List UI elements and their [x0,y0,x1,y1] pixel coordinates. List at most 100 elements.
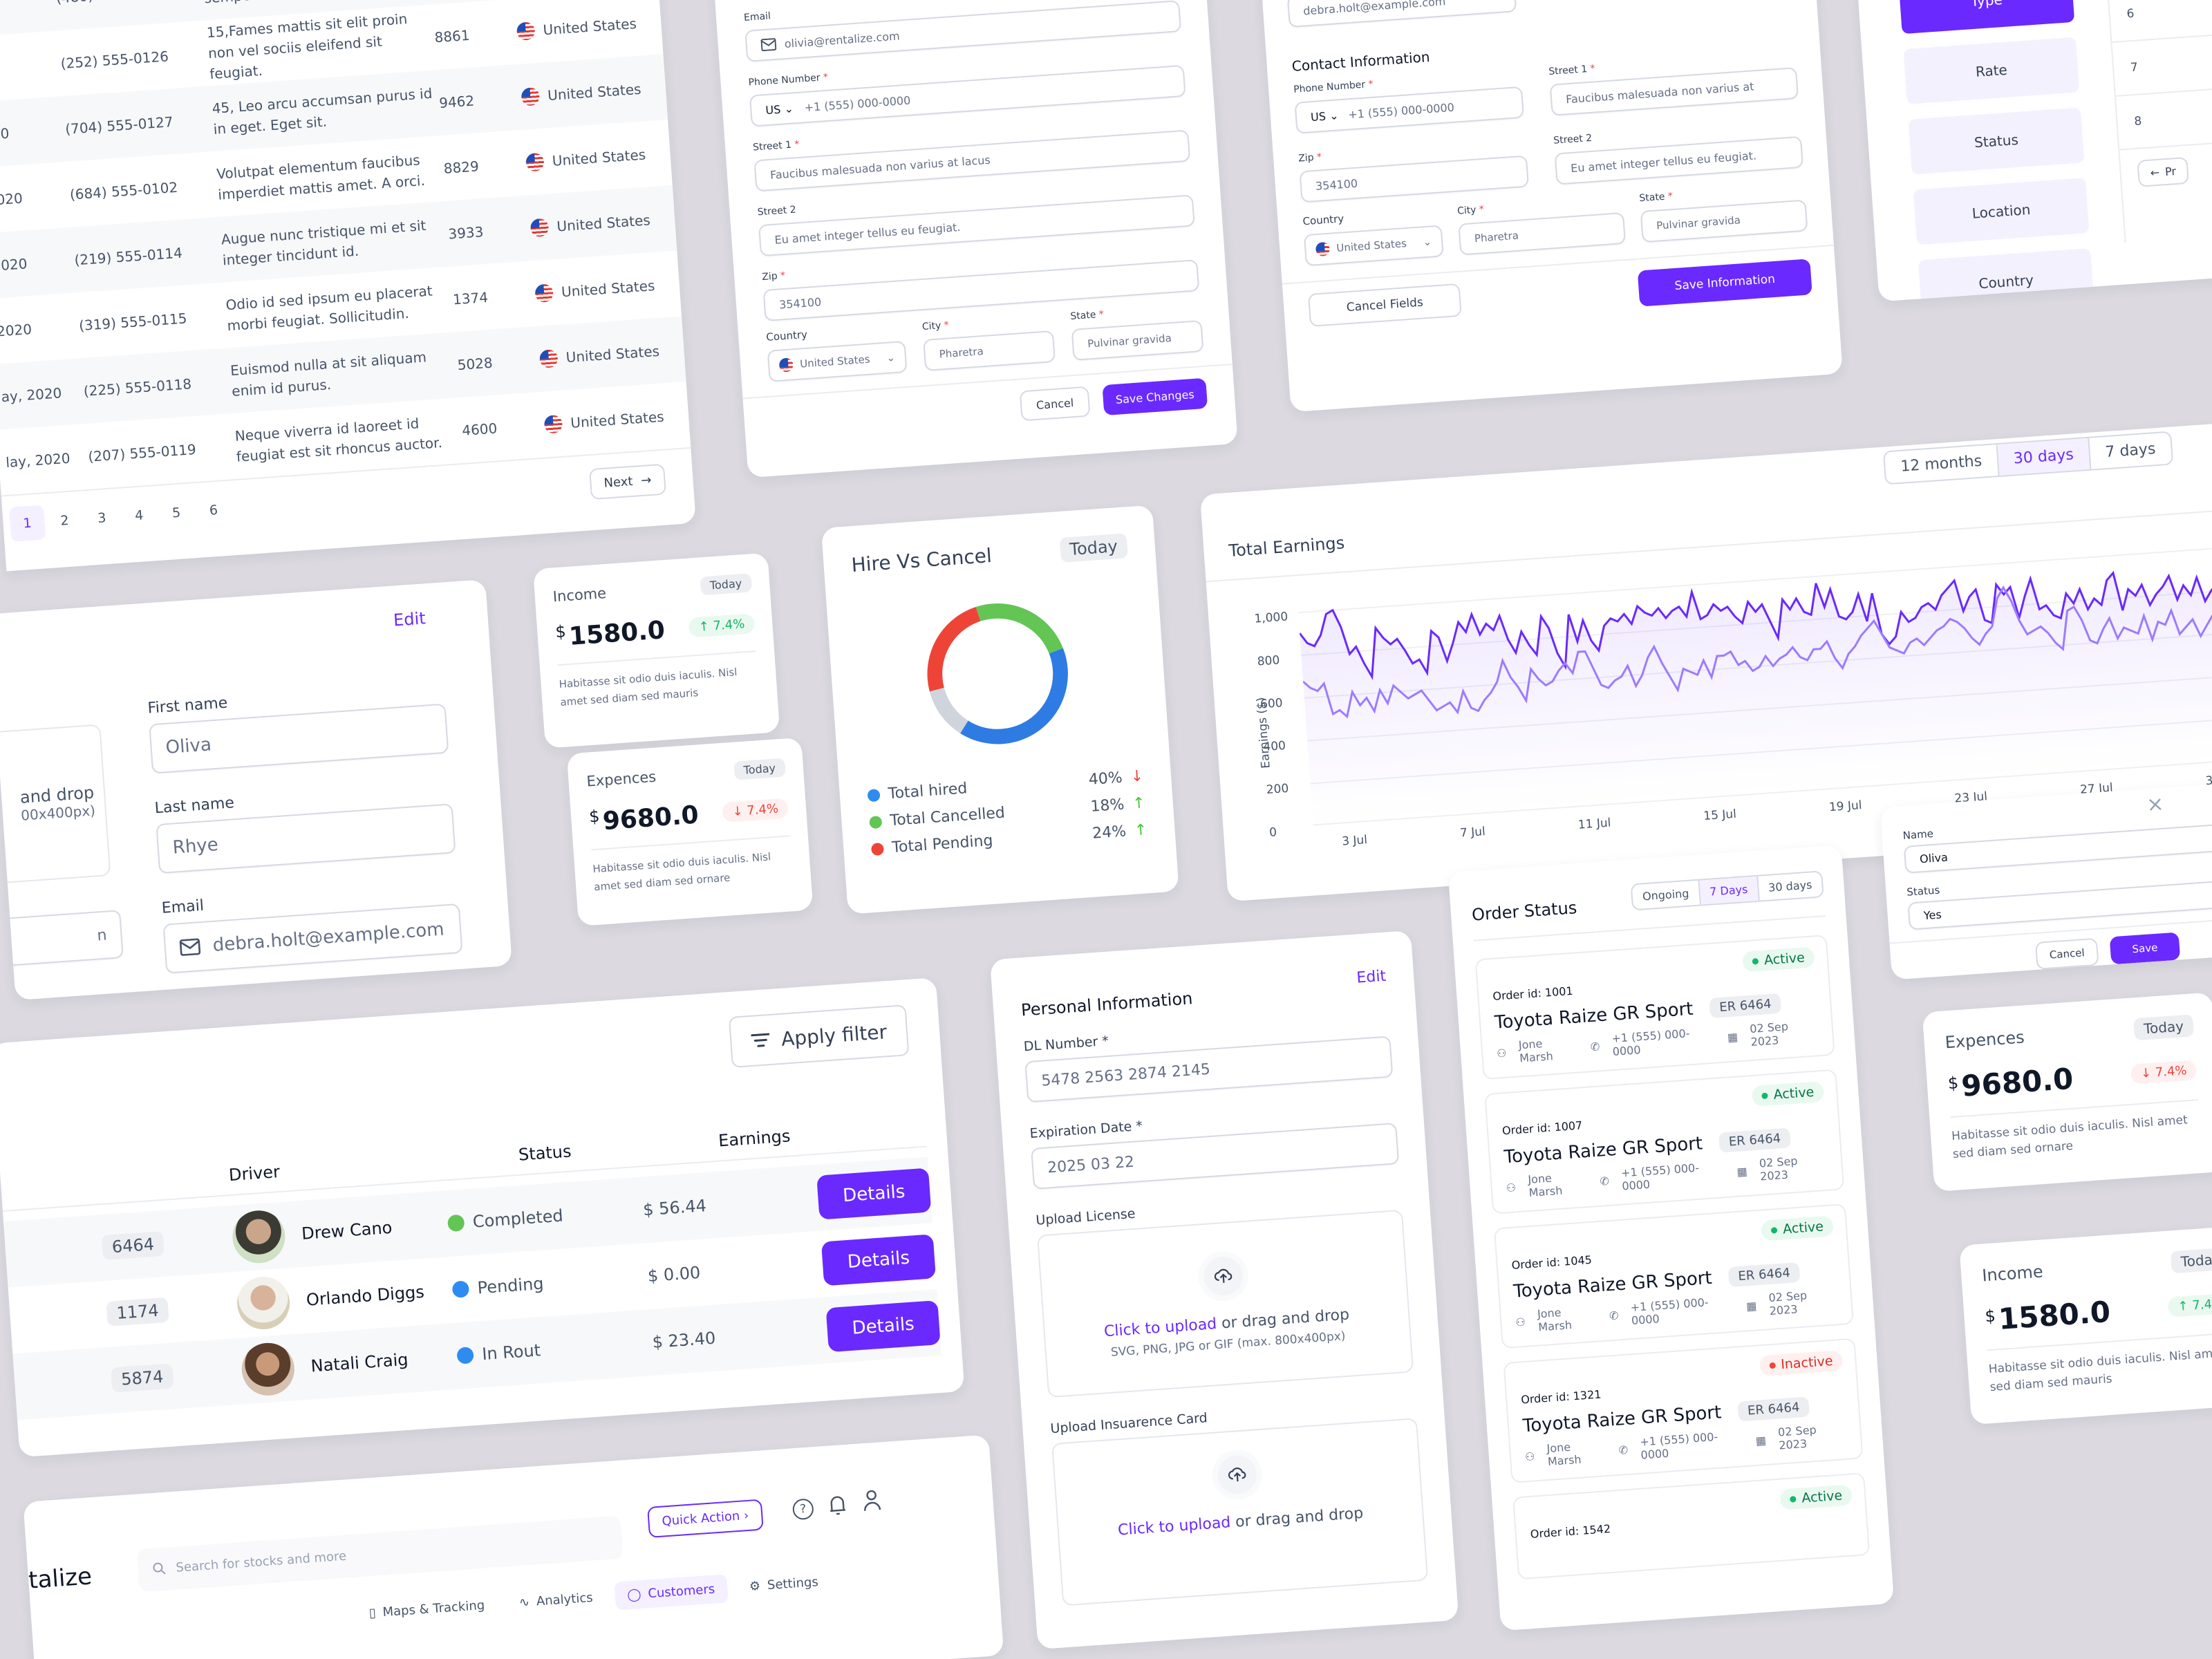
city-input[interactable]: Pharetra [1458,212,1627,256]
edit-link[interactable]: Edit [1356,967,1387,987]
filter-status[interactable]: Status [1908,107,2085,175]
state-input[interactable]: Pulvinar gravida [1640,199,1808,243]
save-information-button[interactable]: Save Information [1637,259,1812,307]
period-badge[interactable]: Today [700,573,753,596]
us-flag-icon [543,414,563,434]
apply-filter-button[interactable]: Apply filter [728,1004,910,1068]
state-input[interactable]: Pulvinar gravida [1071,319,1204,361]
tab-7-days[interactable]: 7 Days [1699,876,1760,905]
tab-ongoing[interactable]: Ongoing [1631,880,1701,909]
nav-analytics[interactable]: ∿ Analytics [518,1590,594,1611]
user-icon[interactable] [861,1488,883,1512]
range-7-days[interactable]: 7 days [2104,440,2157,462]
save-button[interactable]: Save [2109,932,2181,965]
legend-dot [869,815,883,829]
us-flag-icon [538,348,559,368]
filter-location[interactable]: Location [1913,178,2090,245]
quick-edit-modal: × Name Oliva Status Yes Cancel Save [1880,780,2212,980]
email-input[interactable]: debra.holt@example.com [162,903,463,974]
filter-type[interactable]: Type [1898,0,2075,35]
details-button[interactable]: Details [816,1168,932,1220]
chart-title: Hire Vs Cancel [850,543,993,577]
quick-action-button[interactable]: Quick Action › [647,1499,764,1538]
order-range-tabs: Ongoing 7 Days 30 days [1630,870,1824,911]
us-flag-icon [534,283,554,303]
period-badge[interactable]: Today [2170,1247,2212,1274]
period-badge[interactable]: Today [1059,533,1128,563]
license-dropzone[interactable]: Click to upload or drag and drop SVG, PN… [1036,1209,1414,1398]
chevron-right-icon: › [743,1508,749,1524]
profile-picture-dropzone[interactable]: and drop 00x400px) [0,724,111,885]
phone-input[interactable]: US ⌄ +1 (555) 000-0000 [1294,86,1524,134]
upload-link[interactable]: Click to upload [1103,1315,1217,1340]
us-flag-icon [521,86,541,106]
upload-link[interactable]: Click to upload [1117,1514,1232,1539]
order-card[interactable]: Active Order id: 1542 [1512,1472,1871,1580]
mail-icon [179,938,201,956]
country-select[interactable]: United States ⌄ [1303,225,1444,267]
phone-country-select[interactable]: US ⌄ [765,101,794,117]
cancel-fields-button[interactable]: Cancel Fields [1307,283,1462,327]
page-1[interactable]: 1 [8,505,46,542]
page-3[interactable]: 3 [97,510,107,526]
page-6[interactable]: 6 [209,502,218,518]
help-icon[interactable]: ? [791,1498,814,1521]
order-card[interactable]: Active Order id: 1001 Toyota Raize GR Sp… [1474,935,1835,1080]
nav-customers[interactable]: ◯ Customers [614,1574,729,1611]
country-select[interactable]: United States ⌄ [767,340,908,382]
chevron-down-icon: ⌄ [885,350,896,364]
tab-30-days[interactable]: 30 days [1768,877,1812,894]
insurance-dropzone[interactable]: Click to upload or drag and drop [1051,1418,1429,1606]
main-nav: ▯ Maps & Tracking ∿ Analytics ◯ Customers ⚙… [355,1567,832,1629]
range-12-months[interactable]: 12 months [1884,444,2000,484]
filter-rate[interactable]: Rate [1903,37,2080,104]
period-badge[interactable]: Today [733,758,786,780]
filter-country[interactable]: Country [1918,247,2094,302]
us-flag-icon [516,21,536,41]
period-badge[interactable]: Today [2133,1014,2195,1041]
details-button[interactable]: Details [825,1300,941,1353]
nav-maps-tracking[interactable]: ▯ Maps & Tracking [368,1597,485,1621]
close-icon[interactable]: × [2146,791,2165,818]
personal-contact-form-card: Personal Information Profile Picture Cli… [1248,0,1843,413]
user-icon: ⚇ [1496,1046,1508,1060]
birthday-input[interactable]: debra.holt@example.com [1286,0,1517,28]
zip-input[interactable]: 354100 [1299,155,1529,203]
page-5[interactable]: 5 [171,505,181,521]
arrow-up-icon: ↑ [1132,794,1146,813]
search-input[interactable]: Search for stocks and more [137,1515,624,1591]
plate-badge: ER 6464 [1727,1262,1801,1287]
chart-legend: Total hired 40% ↓ Total Cancelled 18% ↑ Tota… [867,767,1147,858]
calendar-icon: ▦ [1727,1029,1738,1044]
cancel-button[interactable]: Cancel [1019,386,1091,422]
total-earnings-card: Total Earnings 12 months 30 days 7 days … [1199,422,2212,902]
details-button[interactable]: Details [821,1234,936,1286]
calendar-icon: ▦ [1736,1164,1748,1179]
bell-icon[interactable] [826,1493,848,1518]
save-changes-button[interactable]: Save Changes [1102,377,1208,416]
upload-cloud-icon [1202,1255,1244,1297]
previous-page-button[interactable]: ← Pr [2137,156,2190,187]
partial-input[interactable]: n [0,910,124,968]
nav-settings[interactable]: ⚙ Settings [749,1575,819,1594]
map-icon: ▯ [368,1605,377,1621]
cancel-button[interactable]: Cancel [2034,937,2099,970]
email-input[interactable]: olivia@rentalize.com [744,0,1182,62]
user-icon: ⚇ [1524,1449,1536,1463]
phone-country-select[interactable]: US ⌄ [1310,108,1340,124]
page-4[interactable]: 4 [134,507,144,524]
order-card[interactable]: Active Order id: 1007 Toyota Raize GR Sp… [1484,1069,1845,1215]
user-icon: ◯ [626,1586,642,1603]
chart-title: Total Earnings [1228,533,1346,561]
next-page-button[interactable]: Next → [589,463,666,500]
profile-form-card: Click to upload Last name Rhye Birthday … [704,0,1238,478]
status-dot [447,1214,465,1232]
filter-list: Model Features Classes Type Rate Status … [1884,0,2095,302]
range-30-days[interactable]: 30 days [1997,438,2092,476]
row-number-column: 2 3 4 5 6 7 8 ←Pr [2089,0,2212,243]
edit-link[interactable]: Edit [393,608,427,630]
order-card[interactable]: Active Order id: 1045 Toyota Raize GR Sp… [1493,1203,1854,1349]
order-card[interactable]: Inactive Order id: 1321 Toyota Raize GR … [1503,1338,1864,1483]
page-2[interactable]: 2 [59,512,70,529]
city-input[interactable]: Pharetra [923,330,1056,371]
